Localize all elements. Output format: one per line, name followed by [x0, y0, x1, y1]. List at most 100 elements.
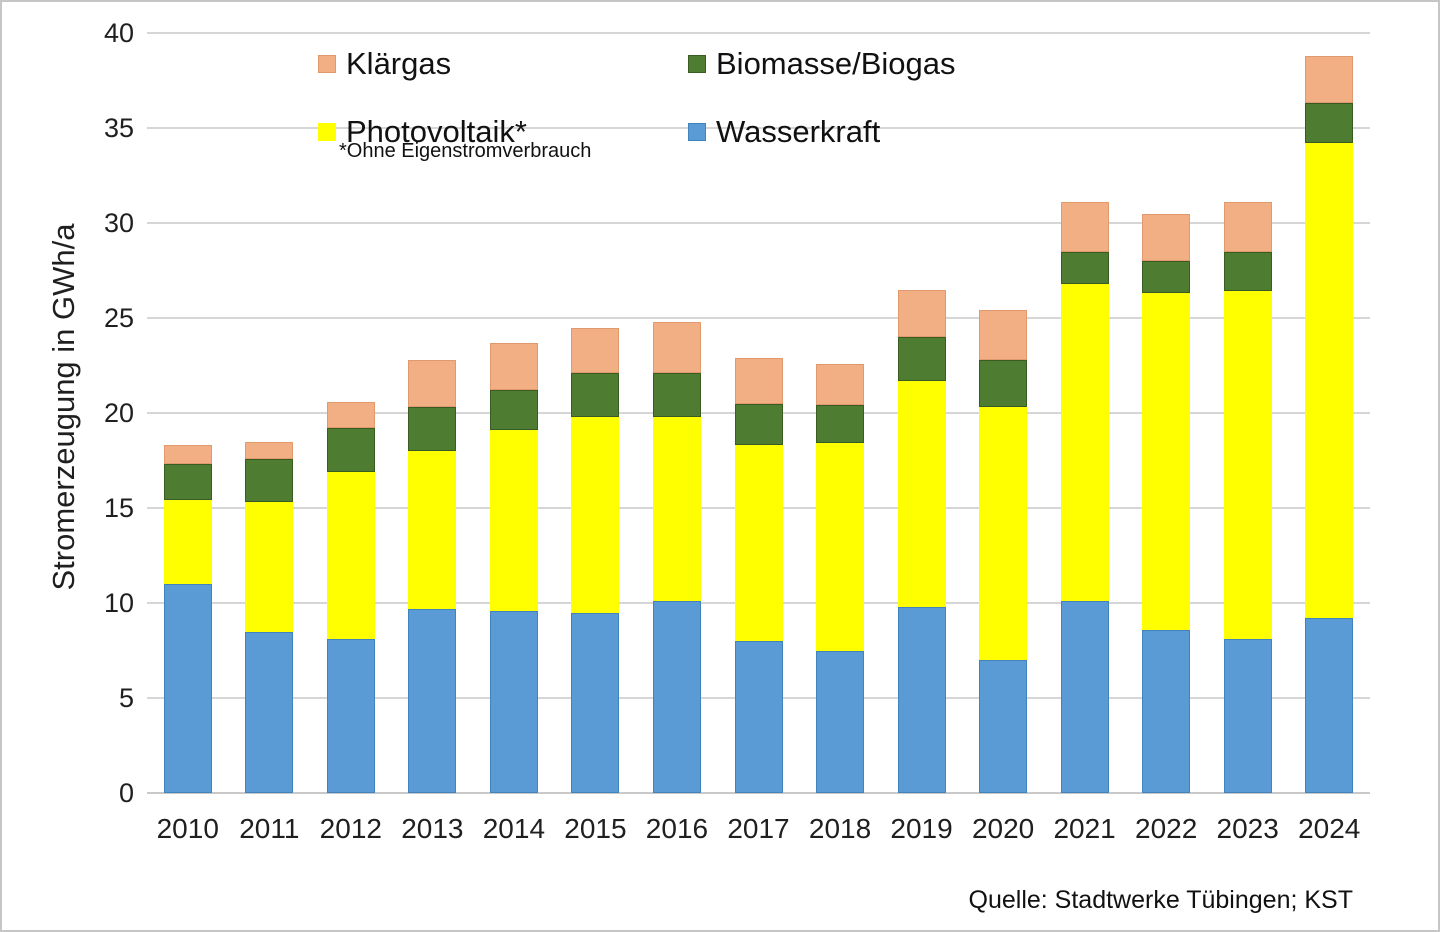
- bar-segment-wasserkraft-2024: [1305, 618, 1354, 793]
- bar-segment-klrgas-2021: [1060, 202, 1109, 252]
- x-axis-label-2022: 2022: [1135, 813, 1198, 844]
- y-tick-label-25: 25: [103, 303, 134, 333]
- bar-segment-photovoltaik-2012: [326, 471, 375, 640]
- legend-label-biomasse: Biomasse/Biogas: [716, 46, 956, 81]
- x-axis-label-2011: 2011: [239, 813, 300, 844]
- y-tick-label-20: 20: [103, 398, 134, 428]
- bar-segment-klrgas-2020: [979, 310, 1028, 360]
- bar-segment-klrgas-2023: [1223, 202, 1272, 252]
- y-tick-label-40: 40: [103, 18, 134, 48]
- gridline-25: [147, 317, 1370, 319]
- bar-segment-photovoltaik-2010: [163, 500, 212, 584]
- bar-segment-klrgas-2010: [163, 445, 212, 465]
- legend-item-wasserkraft: Wasserkraft: [688, 114, 880, 150]
- bar-segment-photovoltaik-2013: [408, 451, 457, 609]
- bar-segment-photovoltaik-2020: [979, 407, 1028, 660]
- gridline-30: [147, 222, 1370, 224]
- bar-segment-wasserkraft-2010: [163, 584, 212, 793]
- legend-label-photovoltaik: Photovoltaik*: [346, 114, 527, 149]
- bar-segment-biomassebiogas-2020: [979, 359, 1028, 408]
- bar-segment-klrgas-2011: [245, 441, 294, 459]
- bar-segment-photovoltaik-2017: [734, 445, 783, 641]
- legend-item-photovoltaik: Photovoltaik*: [318, 114, 527, 150]
- bar-segment-klrgas-2015: [571, 327, 620, 374]
- bar-segment-biomassebiogas-2024: [1305, 103, 1354, 144]
- legend-item-biomasse: Biomasse/Biogas: [688, 46, 956, 82]
- x-axis-label-2013: 2013: [401, 813, 464, 844]
- bar-segment-photovoltaik-2015: [571, 416, 620, 613]
- bar-segment-photovoltaik-2016: [652, 416, 701, 602]
- bar-segment-biomassebiogas-2014: [489, 390, 538, 431]
- bar-segment-photovoltaik-2023: [1223, 291, 1272, 640]
- bar-segment-biomassebiogas-2012: [326, 428, 375, 472]
- bar-segment-biomassebiogas-2018: [816, 405, 865, 444]
- bar-segment-photovoltaik-2019: [897, 380, 946, 607]
- y-tick-label-30: 30: [103, 208, 134, 238]
- bar-segment-wasserkraft-2017: [734, 641, 783, 793]
- x-axis-label-2014: 2014: [482, 813, 546, 844]
- gridline-0: [147, 792, 1370, 794]
- bar-segment-wasserkraft-2023: [1223, 639, 1272, 793]
- gridline-40: [147, 32, 1370, 34]
- y-tick-label-5: 5: [118, 683, 134, 713]
- legend-label-wasserkraft: Wasserkraft: [716, 114, 881, 149]
- bar-segment-klrgas-2019: [897, 289, 946, 337]
- bar-segment-biomassebiogas-2023: [1223, 251, 1272, 292]
- plot-area: [147, 32, 1370, 794]
- bar-segment-biomassebiogas-2019: [897, 337, 946, 381]
- bar-segment-biomassebiogas-2022: [1142, 261, 1191, 294]
- y-tick-label-0: 0: [118, 778, 134, 808]
- bar-segment-photovoltaik-2018: [816, 443, 865, 651]
- bar-segment-wasserkraft-2011: [245, 631, 294, 793]
- bar-segment-wasserkraft-2019: [897, 606, 946, 793]
- bar-segment-biomassebiogas-2013: [408, 407, 457, 451]
- bar-segment-biomassebiogas-2016: [652, 373, 701, 417]
- y-tick-label-10: 10: [103, 588, 134, 618]
- bar-segment-biomassebiogas-2015: [571, 373, 620, 417]
- legend-footnote: *Ohne Eigenstromverbrauch: [339, 140, 592, 162]
- bar-segment-wasserkraft-2022: [1142, 629, 1191, 793]
- bar-segment-klrgas-2016: [652, 321, 701, 374]
- bar-segment-wasserkraft-2020: [979, 660, 1028, 793]
- legend-label-klaergas: Klärgas: [346, 46, 452, 81]
- x-axis-label-2019: 2019: [890, 813, 953, 844]
- bar-segment-klrgas-2018: [816, 363, 865, 406]
- bar-segment-klrgas-2024: [1305, 55, 1354, 104]
- bar-segment-photovoltaik-2024: [1305, 143, 1354, 619]
- bar-segment-photovoltaik-2011: [245, 502, 294, 632]
- x-axis-label-2016: 2016: [645, 813, 709, 844]
- bar-segment-wasserkraft-2015: [571, 612, 620, 793]
- x-axis-label-2010: 2010: [156, 813, 219, 844]
- bar-segment-klrgas-2013: [408, 359, 457, 408]
- bar-segment-klrgas-2014: [489, 342, 538, 391]
- x-axis-label-2024: 2024: [1298, 813, 1361, 844]
- bar-segment-biomassebiogas-2017: [734, 403, 783, 446]
- y-tick-label-15: 15: [103, 493, 134, 523]
- bar-segment-photovoltaik-2022: [1142, 293, 1191, 630]
- bar-segment-wasserkraft-2012: [326, 639, 375, 793]
- photovoltaik-swatch-icon: [318, 123, 336, 141]
- bar-segment-biomassebiogas-2021: [1060, 251, 1109, 284]
- x-axis-label-2012: 2012: [319, 813, 382, 844]
- x-axis-label-2017: 2017: [727, 813, 790, 844]
- bar-segment-biomassebiogas-2011: [245, 458, 294, 503]
- x-axis-label-2020: 2020: [971, 813, 1035, 844]
- bar-segment-klrgas-2012: [326, 401, 375, 429]
- legend-item-klaergas: Klärgas: [318, 46, 451, 82]
- bar-segment-wasserkraft-2014: [489, 610, 538, 793]
- x-axis-label-2015: 2015: [564, 813, 627, 844]
- x-axis-label-2023: 2023: [1216, 813, 1279, 844]
- bar-segment-wasserkraft-2018: [816, 650, 865, 793]
- bar-segment-photovoltaik-2021: [1060, 283, 1109, 602]
- gridline-35: [147, 127, 1370, 129]
- y-tick-label-35: 35: [103, 113, 134, 143]
- bar-segment-biomassebiogas-2010: [163, 464, 212, 501]
- biomasse-swatch-icon: [688, 55, 706, 73]
- bar-segment-photovoltaik-2014: [489, 430, 538, 611]
- bar-segment-klrgas-2022: [1142, 213, 1191, 261]
- klaergas-swatch-icon: [318, 55, 336, 73]
- source-note: Quelle: Stadtwerke Tübingen; KST: [968, 886, 1353, 914]
- x-axis-label-2018: 2018: [808, 813, 872, 844]
- bar-segment-wasserkraft-2013: [408, 608, 457, 793]
